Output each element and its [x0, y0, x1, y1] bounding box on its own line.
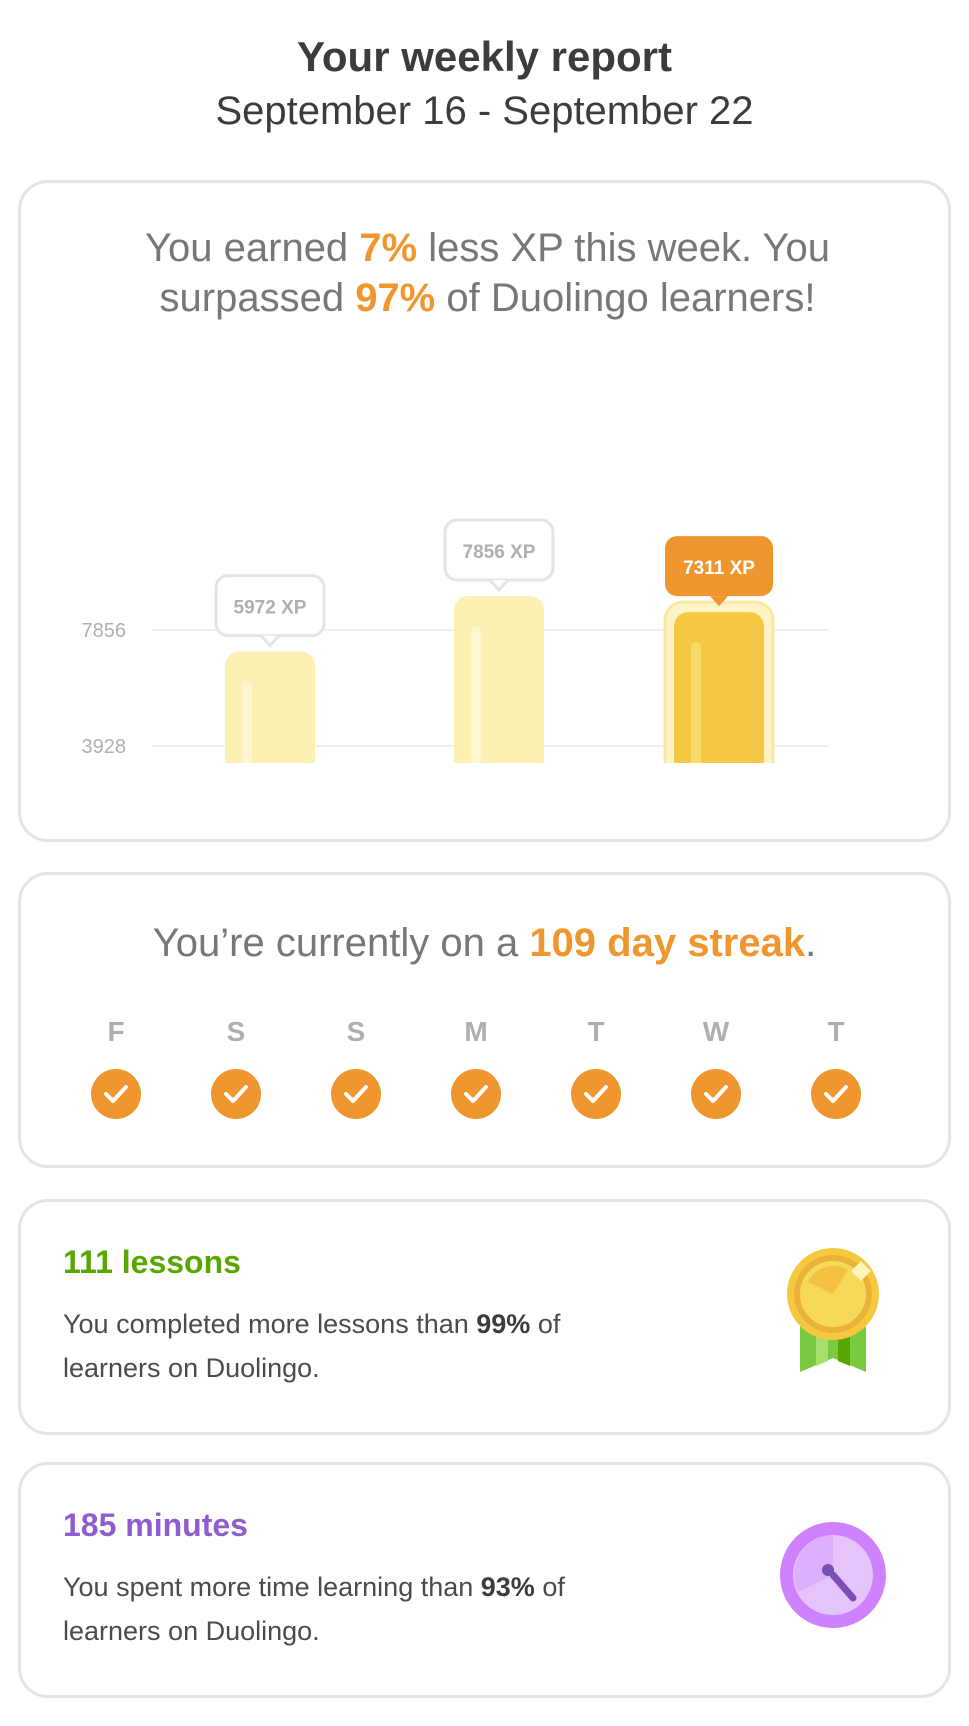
lessons-desc-prefix: You completed more lessons than	[63, 1309, 477, 1339]
streak-day: W	[671, 1015, 761, 1119]
data-label: 7856 XP	[463, 542, 536, 563]
streak-headline: You’re currently on a 109 day streak.	[21, 915, 948, 971]
check-icon	[451, 1069, 501, 1119]
check-icon	[211, 1069, 261, 1119]
streak-day-label: T	[587, 1016, 605, 1047]
data-label-bubble	[665, 536, 773, 597]
y-tick-label: 7856	[82, 620, 127, 642]
streak-day-label: S	[346, 1016, 366, 1047]
xp-bar-chart: 7856392805972 XP2 Weeks Ago7856 XPLast W…	[82, 518, 829, 763]
streak-day-label: S	[226, 1016, 246, 1047]
check-icon	[811, 1069, 861, 1119]
check-icon	[331, 1069, 381, 1119]
streak-day-label: F	[107, 1016, 125, 1047]
lessons-desc-suffix: of learners on Duolingo.	[63, 1309, 561, 1383]
medal-icon	[787, 1248, 879, 1372]
minutes-desc-suffix: of learners on Duolingo.	[63, 1572, 565, 1646]
lessons-pct: 99%	[476, 1309, 531, 1339]
xp-card: You earned 7% less XP this week. You sur…	[18, 180, 951, 842]
bar-shine	[471, 626, 481, 763]
lessons-card: 111 lessons You completed more lessons t…	[18, 1199, 951, 1435]
xp-headline-mid: less XP this week. You surpassed	[159, 226, 830, 320]
date-range: September 16 - September 22	[215, 89, 754, 133]
streak-count: 109 day streak	[529, 921, 806, 965]
data-label-pointer	[488, 578, 510, 593]
report-header: Your weekly report September 16 - Septem…	[0, 30, 969, 138]
streak-day-label: W	[702, 1016, 730, 1047]
data-label: 7311 XP	[683, 558, 755, 579]
streak-day: S	[311, 1015, 401, 1119]
xp-headline-prefix: You earned	[145, 226, 360, 270]
streak-day-label: M	[464, 1016, 488, 1047]
streak-day: M	[431, 1015, 521, 1119]
xp-surpassed-pct: 97%	[355, 276, 436, 320]
data-label-pointer	[259, 634, 281, 648]
check-icon	[91, 1069, 141, 1119]
check-icon	[691, 1069, 741, 1119]
streak-prefix: You’re currently on a	[152, 921, 530, 965]
streak-day: S	[191, 1015, 281, 1119]
page-title: Your weekly report	[296, 33, 672, 80]
streak-day: T	[791, 1015, 881, 1119]
y-tick-label: 3928	[82, 736, 127, 758]
clock-icon	[780, 1522, 886, 1628]
lessons-title: 111 lessons	[63, 1244, 241, 1280]
streak-card: You’re currently on a 109 day streak. F S…	[18, 872, 951, 1168]
bar-shine	[691, 642, 701, 763]
xp-change-pct: 7%	[359, 226, 418, 270]
minutes-pct: 93%	[480, 1572, 535, 1602]
minutes-description: You spent more time learning than 93% of…	[63, 1565, 623, 1653]
bar-shine	[242, 681, 252, 763]
minutes-title: 185 minutes	[63, 1507, 248, 1543]
minutes-desc-prefix: You spent more time learning than	[63, 1572, 481, 1602]
streak-day: T	[551, 1015, 641, 1119]
bar	[225, 651, 315, 763]
bar	[674, 612, 764, 763]
xp-headline: You earned 7% less XP this week. You sur…	[81, 223, 894, 323]
xp-headline-suffix: of Duolingo learners!	[435, 276, 816, 320]
streak-day: F	[71, 1015, 161, 1119]
check-icon	[571, 1069, 621, 1119]
data-label: 5972 XP	[234, 598, 307, 619]
streak-day-label: T	[827, 1016, 845, 1047]
bar	[454, 596, 544, 763]
data-label-bubble	[214, 574, 326, 638]
minutes-card: 185 minutes You spent more time learning…	[18, 1462, 951, 1698]
lessons-description: You completed more lessons than 99% of l…	[63, 1302, 623, 1390]
streak-suffix: .	[805, 921, 817, 965]
data-label-pointer	[710, 596, 728, 607]
